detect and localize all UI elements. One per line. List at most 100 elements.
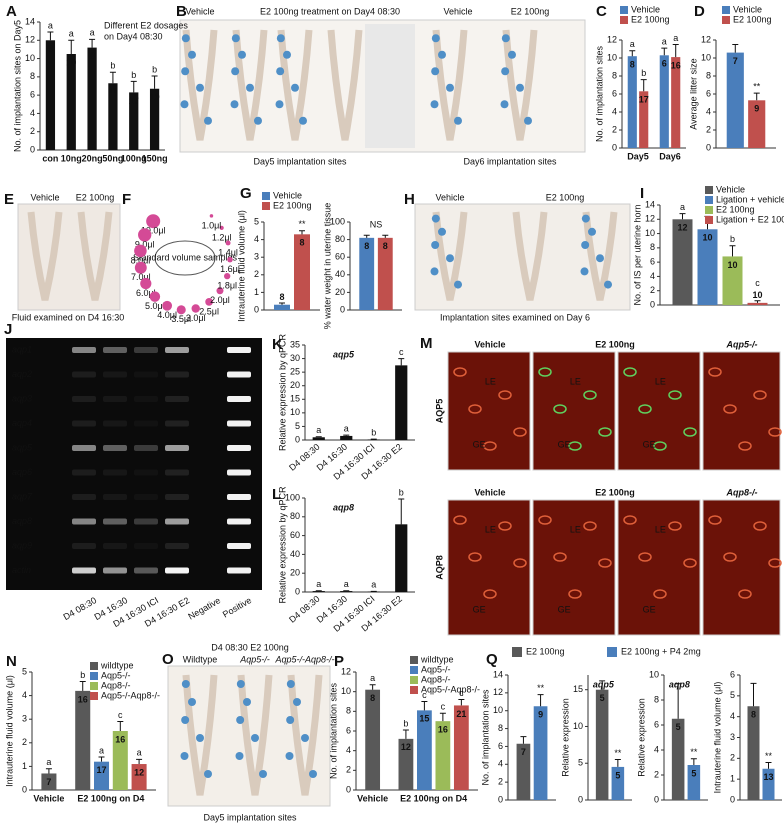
gel-band [103,445,127,451]
photo-caption: Day5 implantation sites [203,812,297,822]
error-bar [641,80,647,92]
y-axis-label: Average litter size [688,58,698,129]
implantation-site [283,51,291,59]
implantation-site [438,51,446,59]
implantation-site [181,716,189,724]
gel-band [72,347,96,353]
y-axis-label: % water weight in uterine tissue [322,203,332,330]
sample-size: 8 [279,292,284,302]
gel-band [103,519,127,525]
chart-title: aqp5 [333,349,355,359]
implantation-site [431,267,439,275]
y-tick-label: 12 [645,214,655,224]
error-bar [279,303,285,305]
photo [448,352,530,470]
legend-swatch [705,216,713,224]
y-tick-label: 10 [607,52,617,62]
gel-band [165,568,189,574]
error-bar [398,499,404,524]
implantation-site [454,281,462,289]
gel-band [72,494,96,500]
implantation-site [188,51,196,59]
row-label: AQP8 [434,555,444,580]
y-tick-label: 8 [650,242,655,252]
sample-size: 17 [129,96,139,106]
y-tick-label: 5 [254,216,259,226]
y-tick-label: 6 [706,88,711,98]
legend-swatch [410,686,418,694]
significance: a [46,757,51,767]
bar [75,691,90,790]
gel-band [103,421,127,427]
y-tick-label: 2 [650,285,655,295]
significance: b [641,68,646,78]
y-tick-label: 10 [701,52,711,62]
column-header: Aqp8-/- [726,487,758,497]
implantation-site [254,117,262,125]
y-tick-label: 6 [650,257,655,267]
zoom-panel [365,24,415,148]
sample-size: 7 [46,777,51,787]
photo-label: Vehicle [30,192,59,202]
error-bar [80,681,86,690]
y-axis-label: Relative expression [560,698,570,777]
significance: c [399,347,404,357]
panel-label: P [334,653,344,670]
photo-label: Vehicle [443,6,472,16]
gel-band [103,347,127,353]
y-axis-label: Relative expression by qPCR [277,486,287,604]
sample-size: 7 [733,56,738,66]
error-bar [458,700,464,706]
sample-size: 10 [702,233,712,243]
tissue-label: GE [558,439,571,449]
y-tick-label: 4 [612,106,617,116]
bar [660,55,669,148]
column-header: Vehicle [474,487,505,497]
gel-band [165,519,189,525]
implantation-site [446,84,454,92]
error-bar [46,769,52,774]
gene-label: aqp3 [12,393,32,403]
gel-band [72,519,96,525]
significance: b [403,718,408,728]
error-bar [421,702,427,711]
sample-size: 10 [150,92,160,102]
implantation-site [604,281,612,289]
error-bar [110,72,116,83]
y-tick-label: 2 [706,124,711,134]
significance: a [316,425,321,435]
implantation-site [181,752,189,760]
legend-swatch [607,647,617,657]
gel-band [72,543,96,549]
gel-band [134,396,158,402]
panel-label: N [6,653,17,670]
implantation-site [431,241,439,249]
legend-label: Aqp8-/- [101,680,131,690]
panel-label: J [4,321,12,338]
volume-label: 1.0μl [202,220,222,230]
y-tick-label: 2 [730,753,735,763]
significance: a [316,579,321,589]
implantation-site [501,100,509,108]
legend-swatch [262,192,270,200]
y-tick-label: 5 [578,758,583,768]
sample-size: 16 [438,725,448,735]
x-tick-label: E2 100ng on D4 [400,793,467,803]
implantation-site [301,734,309,742]
gel-band [72,396,96,402]
y-tick-label: 5 [22,666,27,676]
legend-swatch [410,676,418,684]
tissue-label: GE [473,604,486,614]
y-tick-label: 4 [346,745,351,755]
error-bar [117,722,123,731]
lane-label: D4 08:30 [62,595,99,622]
photo-title: D4 08:30 E2 100ng [211,642,289,652]
sample-size: 10 [752,290,762,300]
y-tick-label: 0 [650,299,655,309]
significance: b [371,428,376,438]
error-bar [152,76,158,89]
bar [671,57,680,148]
x-tick-label: Vehicle [357,793,388,803]
y-axis-label: No. of implantation sites [328,682,338,779]
tissue-label: LE [570,524,581,534]
